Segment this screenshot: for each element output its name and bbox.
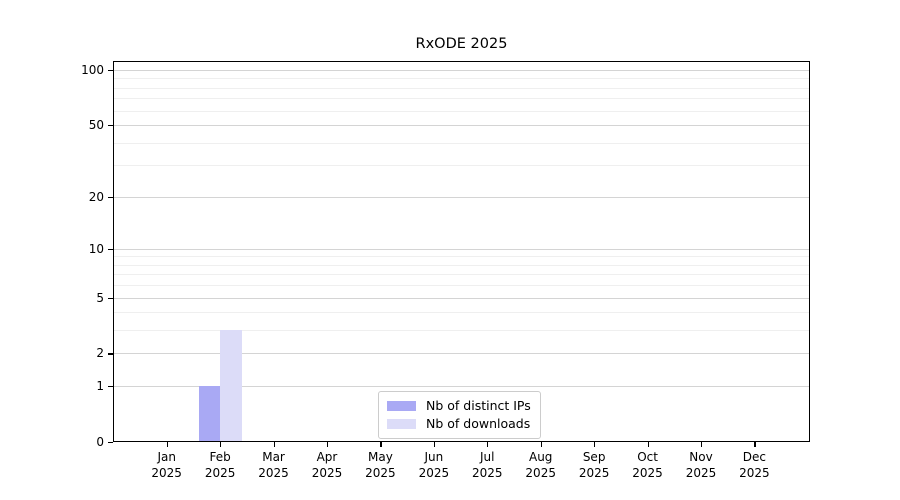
x-tick-apr: [326, 442, 329, 447]
x-tick-may: [380, 442, 382, 447]
y-tick-2: [108, 353, 113, 355]
major-gridline-20: [113, 196, 810, 198]
minor-gridline-40: [113, 142, 810, 144]
y-tick-0: [108, 442, 113, 444]
major-gridline-1: [113, 386, 810, 388]
legend-label-downloads: Nb of downloads: [426, 416, 531, 431]
x-tick-label-nov: Nov 2025: [685, 450, 717, 480]
y-tick-label-5: 5: [96, 290, 104, 305]
x-tick-mar: [273, 442, 275, 447]
x-tick-feb: [220, 442, 222, 447]
minor-gridline-60: [113, 110, 810, 112]
x-tick-jul: [487, 442, 489, 447]
x-tick-label-aug: Aug 2025: [525, 450, 556, 480]
y-tick-5: [108, 297, 113, 299]
x-tick-label-mar: Mar 2025: [258, 450, 289, 480]
x-tick-label-feb: Feb 2025: [204, 450, 236, 480]
y-tick-label-2: 2: [96, 346, 104, 361]
minor-gridline-80: [113, 87, 810, 89]
minor-gridline-3: [113, 330, 810, 332]
x-tick-label-sep: Sep 2025: [578, 450, 610, 480]
y-tick-50: [108, 125, 113, 127]
y-tick-10: [108, 248, 113, 250]
x-tick-label-may: May 2025: [365, 450, 396, 480]
x-tick-label-dec: Dec 2025: [739, 450, 770, 480]
legend-swatch-downloads: [387, 419, 416, 429]
x-tick-jan: [166, 442, 168, 447]
minor-gridline-30: [113, 165, 810, 167]
major-gridline-50: [113, 125, 810, 127]
legend-swatch-distinct-ips: [387, 401, 416, 411]
y-tick-label-0: 0: [96, 435, 104, 449]
legend: Nb of distinct IPs Nb of downloads: [378, 391, 541, 439]
bar-downloads-feb: [220, 330, 242, 442]
x-tick-label-jan: Jan 2025: [151, 450, 182, 480]
minor-gridline-7: [113, 274, 810, 276]
y-tick-label-100: 100: [81, 63, 104, 78]
major-gridline-5: [113, 297, 810, 299]
x-tick-sep: [594, 442, 596, 447]
x-tick-label-jun: Jun 2025: [418, 450, 450, 480]
y-tick-100: [108, 70, 113, 72]
minor-gridline-8: [113, 264, 810, 266]
y-tick-label-20: 20: [88, 189, 104, 204]
bar-distinct-ips-feb: [198, 386, 221, 442]
y-tick-label-10: 10: [88, 241, 104, 256]
x-tick-jun: [433, 442, 436, 447]
x-tick-nov: [701, 442, 703, 447]
minor-gridline-4: [113, 312, 810, 314]
legend-entry-distinct-ips: Nb of distinct IPs: [387, 397, 532, 415]
legend-entry-downloads: Nb of downloads: [387, 415, 532, 433]
minor-gridline-70: [113, 98, 810, 100]
x-tick-label-apr: Apr 2025: [311, 450, 343, 480]
axis-spines: [113, 61, 810, 442]
y-tick-label-1: 1: [96, 379, 104, 394]
y-tick-20: [108, 196, 113, 198]
x-tick-label-jul: Jul 2025: [471, 450, 503, 480]
x-tick-aug: [540, 442, 542, 447]
major-gridline-10: [113, 248, 810, 250]
chart-title: RxODE 2025: [415, 36, 508, 52]
major-gridline-2: [113, 353, 810, 355]
minor-gridline-9: [113, 256, 810, 258]
major-gridline-100: [113, 70, 810, 72]
minor-gridline-6: [113, 285, 810, 287]
legend-label-distinct-ips: Nb of distinct IPs: [426, 398, 531, 413]
y-tick-label-50: 50: [88, 118, 104, 133]
minor-gridline-90: [113, 78, 810, 80]
y-tick-1: [108, 386, 113, 388]
x-tick-oct: [647, 442, 649, 447]
plot-area: [113, 61, 810, 442]
x-tick-dec: [754, 442, 756, 447]
x-tick-label-oct: Oct 2025: [632, 450, 663, 480]
